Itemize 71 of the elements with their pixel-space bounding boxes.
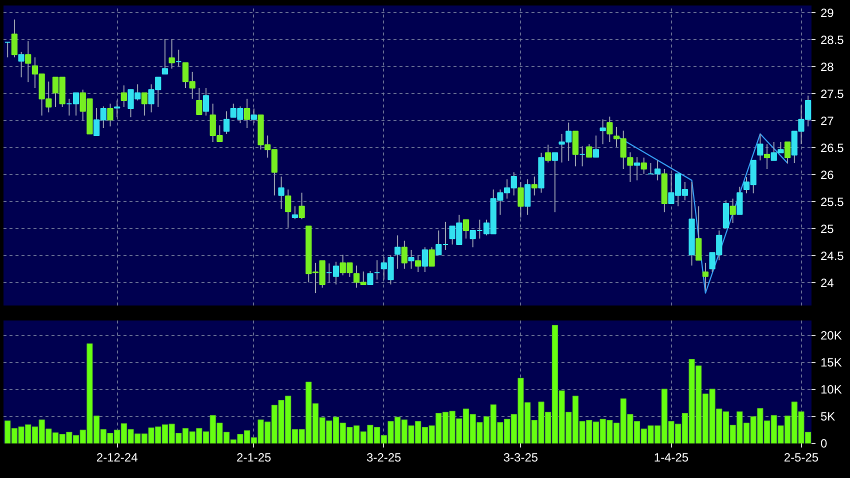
candlestick [401, 240, 408, 270]
candlestick [4, 42, 11, 58]
x-tick-label: 2-12-24 [96, 450, 138, 464]
candlestick [730, 198, 736, 224]
candlestick [11, 19, 18, 58]
candlestick [592, 135, 600, 158]
y-tick-label: 27 [820, 114, 834, 128]
y-tick-label: 26.5 [820, 140, 844, 155]
candlestick [107, 103, 114, 127]
candlestick [250, 108, 257, 124]
candlestick [524, 178, 531, 216]
candlestick [223, 110, 230, 134]
candlestick [531, 176, 538, 196]
candlestick [374, 260, 380, 280]
candlestick [25, 40, 32, 83]
candlestick [120, 84, 127, 108]
candlestick [518, 181, 524, 218]
candlestick [18, 51, 24, 78]
candlestick [586, 144, 592, 158]
candlestick [579, 146, 586, 167]
candlestick [422, 246, 428, 273]
candlestick [415, 254, 422, 273]
y-tick-label: 24 [820, 276, 834, 290]
candlestick [114, 100, 120, 118]
candlestick [278, 176, 284, 210]
y-tick-label: 26 [820, 168, 834, 182]
candlestick [634, 156, 640, 181]
y-tick-label: 27.5 [820, 86, 844, 101]
candlestick [428, 246, 435, 267]
candlestick [462, 219, 470, 240]
y-tick-label: 24.5 [820, 248, 844, 263]
y-tick-label: 25.5 [820, 194, 844, 209]
candlestick [600, 118, 606, 145]
candlestick [244, 98, 250, 128]
y-tick-label: 20K [820, 328, 842, 343]
candlestick [168, 38, 175, 70]
y-tick-label: 25 [820, 222, 834, 236]
x-tick-label: 1-4-25 [654, 450, 689, 464]
candlestick [292, 206, 298, 220]
candlestick [285, 188, 292, 228]
y-tick-label: 5K [820, 410, 836, 424]
candlestick [702, 262, 709, 291]
candlestick [162, 38, 168, 75]
y-tick-label: 28.5 [820, 32, 844, 47]
candlestick [552, 152, 558, 213]
candlestick [764, 144, 770, 170]
y-tick-label: 0 [820, 436, 828, 450]
y-tick-label: 29 [820, 6, 834, 20]
candlestick [394, 234, 401, 270]
candlestick [640, 157, 647, 174]
candlestick [736, 186, 743, 215]
candlestick [367, 270, 374, 285]
candlestick [408, 249, 414, 270]
candlestick [696, 206, 702, 261]
x-tick-label: 2-5-25 [784, 450, 819, 464]
x-tick-label: 2-1-25 [236, 450, 272, 464]
candlestick [202, 88, 210, 116]
candlestick [196, 88, 202, 115]
y-tick-label: 10K [820, 382, 842, 397]
candlestick [572, 130, 579, 167]
candlestick [545, 144, 552, 164]
candlestick [606, 116, 613, 143]
candlestick [757, 133, 764, 161]
x-tick-label: 3-2-25 [366, 450, 402, 464]
y-tick-label: 28 [820, 60, 834, 74]
candlestick [784, 142, 791, 164]
y-tick-label: 15K [820, 356, 842, 370]
candlestick [141, 92, 148, 116]
candlestick [176, 49, 182, 67]
x-tick-label: 3-3-25 [503, 450, 538, 464]
candlestick [298, 192, 305, 220]
